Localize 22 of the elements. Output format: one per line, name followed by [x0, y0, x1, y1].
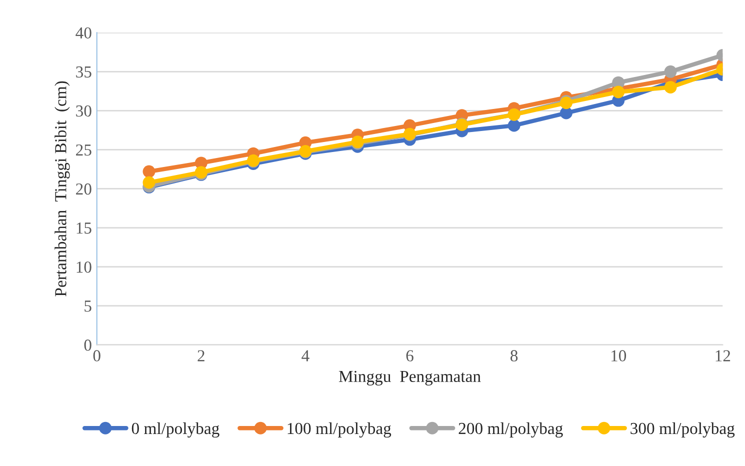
x-tick-label: 2 — [198, 350, 204, 362]
legend-label: 300 ml/polybag — [630, 422, 735, 438]
legend-label: 100 ml/polybag — [288, 422, 392, 438]
y-axis-title: Pertambahan Tinggi Bibit (cm) — [54, 81, 70, 296]
y-tick-label: 25 — [76, 144, 92, 156]
y-tick-label: 5 — [84, 300, 92, 312]
y-tick-label: 40 — [76, 27, 92, 39]
legend-label: 200 ml/polybag — [458, 422, 563, 438]
y-tick-label: 0 — [84, 340, 92, 351]
y-tick-label: 30 — [76, 105, 92, 117]
y-tick-label: 35 — [76, 66, 92, 78]
x-tick-label: 8 — [510, 350, 518, 362]
y-tick-label: 20 — [76, 183, 92, 195]
legend-label: 0 ml/polybag — [132, 422, 220, 438]
y-tick-label: 10 — [76, 261, 92, 273]
x-tick-label: 12 — [716, 350, 730, 362]
y-tick-label: 15 — [76, 222, 92, 234]
x-tick-label: 0 — [93, 350, 100, 362]
x-tick-label: 6 — [406, 350, 414, 362]
x-tick-label: 10 — [611, 350, 626, 362]
x-axis-title: Minggu Pengamatan — [338, 370, 481, 386]
x-tick-label: 4 — [302, 350, 310, 362]
